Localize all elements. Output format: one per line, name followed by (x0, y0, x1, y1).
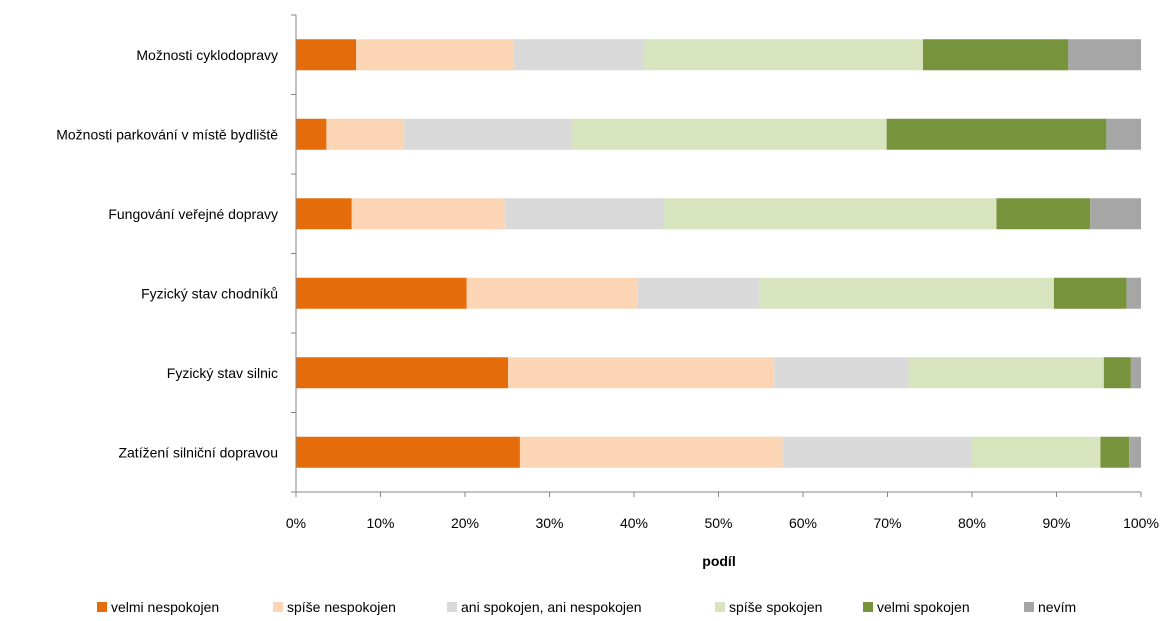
bar-segment (296, 357, 509, 389)
bar-segment (296, 198, 352, 230)
bar-segment (1126, 277, 1141, 309)
x-tick-label: 90% (1042, 515, 1070, 531)
legend-label: spíše nespokojen (287, 599, 396, 615)
legend-swatch (97, 602, 107, 612)
x-tick-labels: 0% 10% 20% 30% 40% 50% 60% 70% 80% 90% 100% (286, 515, 1159, 531)
bar-segment (886, 118, 1107, 150)
bar-segment (519, 436, 783, 468)
bar-segment (326, 118, 405, 150)
legend-label: ani spokojen, ani nespokojen (461, 599, 642, 615)
x-tick-label: 30% (535, 515, 563, 531)
bars-group (296, 39, 1141, 468)
legend-swatch (273, 602, 283, 612)
legend-label: spíše spokojen (729, 599, 822, 615)
legend-item: velmi nespokojen (97, 599, 219, 615)
bar-segment (404, 118, 573, 150)
x-tick-label: 50% (704, 515, 732, 531)
bar-segment (1090, 198, 1141, 230)
legend-item: nevím (1024, 599, 1076, 615)
bar-segment (514, 39, 645, 71)
x-tick-label: 0% (286, 515, 306, 531)
legend-label: nevím (1038, 599, 1076, 615)
x-tick-label: 100% (1123, 515, 1159, 531)
bar-segment (296, 436, 520, 468)
x-tick-label: 60% (789, 515, 817, 531)
x-axis-title: podíl (702, 553, 735, 569)
bar-segment (644, 39, 923, 71)
bar-segment (351, 198, 505, 230)
x-tick-label: 40% (620, 515, 648, 531)
bar-segment (296, 39, 356, 71)
bar-segment (1129, 436, 1141, 468)
bar-segment (922, 39, 1069, 71)
bar-segment (1103, 357, 1131, 389)
legend-item: velmi spokojen (863, 599, 970, 615)
category-label: Možnosti cyklodopravy (136, 47, 278, 63)
axes-group (291, 14, 1142, 497)
legend-swatch (447, 602, 457, 612)
bar-segment (972, 436, 1101, 468)
bar-segment (466, 277, 638, 309)
legend-item: spíše nespokojen (273, 599, 396, 615)
legend-swatch (715, 602, 725, 612)
legend-item: ani spokojen, ani nespokojen (447, 599, 642, 615)
bar-segment (782, 436, 972, 468)
category-label: Fyzický stav silnic (167, 365, 278, 381)
bar-segment (1100, 436, 1130, 468)
bar-segment (664, 198, 997, 230)
bar-segment (1130, 357, 1141, 389)
category-labels: Možnosti cyklodopravy Možnosti parkování … (56, 47, 278, 461)
category-label: Zatížení silniční dopravou (118, 444, 278, 460)
category-label: Možnosti parkování v místě bydliště (56, 126, 278, 142)
bar-segment (504, 198, 665, 230)
bar-segment (1068, 39, 1141, 71)
bar-segment (774, 357, 909, 389)
bar-segment (296, 277, 467, 309)
legend-label: velmi nespokojen (111, 599, 219, 615)
legend-item: spíše spokojen (715, 599, 822, 615)
category-label: Fyzický stav chodníků (141, 285, 278, 301)
x-tick-label: 20% (451, 515, 479, 531)
bar-segment (296, 118, 327, 150)
bar-segment (508, 357, 775, 389)
legend-swatch (863, 602, 873, 612)
bar-segment (759, 277, 1054, 309)
bar-segment (355, 39, 515, 71)
legend-label: velmi spokojen (877, 599, 970, 615)
legend: velmi nespokojen spíše nespokojen ani spok… (97, 599, 1076, 615)
x-tick-label: 80% (958, 515, 986, 531)
x-tick-label: 10% (366, 515, 394, 531)
bar-segment (1106, 118, 1141, 150)
bar-segment (908, 357, 1104, 389)
bar-segment (637, 277, 760, 309)
x-tick-label: 70% (873, 515, 901, 531)
bar-segment (1053, 277, 1127, 309)
bar-segment (996, 198, 1091, 230)
legend-swatch (1024, 602, 1034, 612)
bar-segment (572, 118, 887, 150)
category-label: Fungování veřejné dopravy (108, 206, 278, 222)
